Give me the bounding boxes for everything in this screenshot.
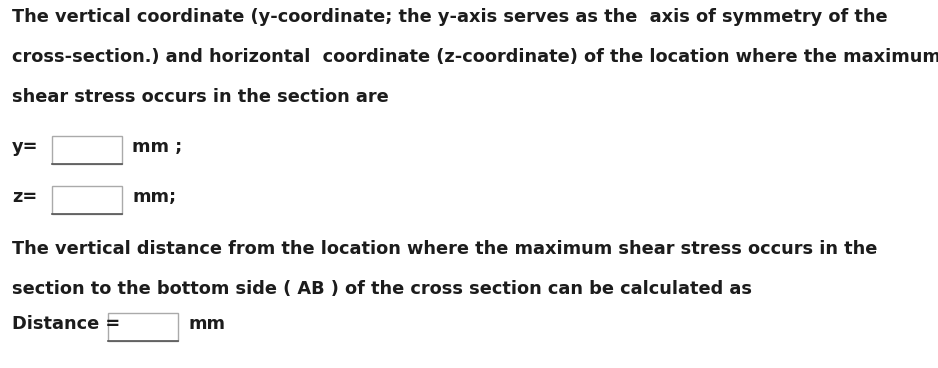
Text: z=: z=	[12, 188, 38, 206]
Bar	[52, 136, 122, 164]
Text: Distance =: Distance =	[12, 315, 120, 333]
Bar	[108, 313, 178, 341]
Text: mm ;: mm ;	[132, 138, 182, 156]
Text: shear stress occurs in the section are: shear stress occurs in the section are	[12, 88, 388, 106]
Text: y=: y=	[12, 138, 38, 156]
Text: section to the bottom side ( AB ) of the cross section can be calculated as: section to the bottom side ( AB ) of the…	[12, 280, 752, 298]
Bar	[52, 186, 122, 214]
Text: mm;: mm;	[132, 188, 176, 206]
Text: The vertical distance from the location where the maximum shear stress occurs in: The vertical distance from the location …	[12, 240, 877, 258]
Text: The vertical coordinate (y-coordinate; the y-axis serves as the  axis of symmetr: The vertical coordinate (y-coordinate; t…	[12, 8, 887, 26]
Text: cross-section.) and horizontal  coordinate (z-coordinate) of the location where : cross-section.) and horizontal coordinat…	[12, 48, 938, 66]
Text: mm: mm	[188, 315, 225, 333]
